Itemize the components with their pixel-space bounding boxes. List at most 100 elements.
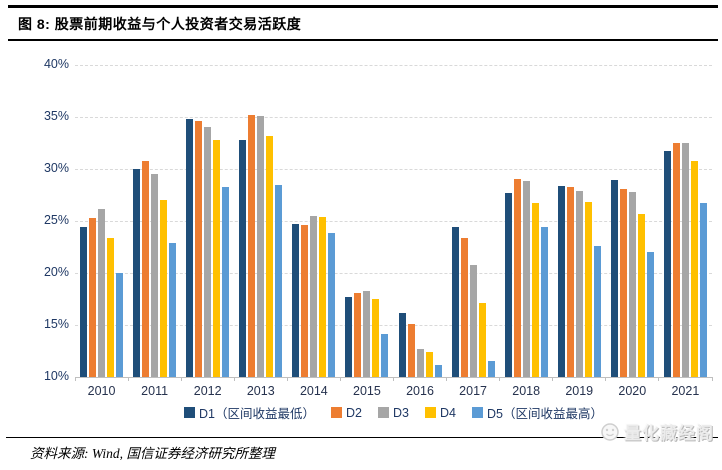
- bar-d2-2011: [142, 160, 150, 377]
- bar-group-2013: [234, 65, 287, 377]
- legend-item: D3: [378, 406, 409, 420]
- legend-label: D5（区间收益最高）: [486, 407, 603, 421]
- x-axis-tick: [339, 377, 341, 381]
- x-tick-label: 2017: [459, 384, 487, 398]
- bar-group-2010: [75, 65, 128, 377]
- bar-d5-2018: [540, 227, 548, 377]
- x-tick-label: 2011: [141, 384, 169, 398]
- bar-d5-2017: [487, 361, 495, 377]
- y-tick-label: 25%: [43, 213, 69, 227]
- legend-swatch: [331, 407, 343, 418]
- x-tick-label: 2020: [618, 384, 647, 398]
- bar-d2-2015: [354, 292, 362, 377]
- x-tick-label: 2019: [565, 384, 594, 398]
- bar-d5-2015: [381, 334, 389, 377]
- bar-d2-2021: [672, 143, 680, 377]
- y-tick-label: 20%: [43, 265, 69, 279]
- legend-item: D4: [424, 405, 456, 420]
- bar-d1-2020: [610, 180, 618, 377]
- bar-d3-2016: [416, 348, 424, 377]
- bar-d1-2015: [345, 296, 353, 377]
- x-axis-tick: [286, 377, 288, 381]
- bar-d1-2010: [80, 227, 88, 377]
- gridline: [75, 169, 712, 170]
- x-tick-label: 2012: [193, 384, 222, 398]
- bar-group-2018: [500, 65, 553, 377]
- x-axis-tick: [499, 377, 501, 381]
- y-tick-label: 35%: [43, 109, 69, 123]
- legend-item: D1（区间收益最低）: [184, 403, 315, 422]
- watermark-logo-icon: [601, 422, 619, 441]
- x-tick-label: 2016: [406, 384, 434, 398]
- bar-group-2017: [447, 65, 500, 377]
- bar-d1-2014: [292, 224, 300, 377]
- bar-d1-2019: [557, 185, 565, 377]
- x-axis-tick: [180, 377, 182, 381]
- bar-d1-2011: [133, 169, 141, 377]
- x-tick-label: 2014: [299, 384, 328, 398]
- bar-d2-2012: [195, 121, 203, 377]
- figure-title: 图 8: 股票前期收益与个人投资者交易活跃度: [18, 16, 302, 32]
- bar-group-2014: [287, 65, 340, 377]
- gridline: [75, 273, 712, 274]
- bar-d3-2021: [681, 143, 689, 377]
- bar-d3-2013: [257, 115, 265, 377]
- legend-swatch: [184, 407, 196, 418]
- bar-d4-2019: [584, 202, 592, 377]
- x-axis-tick: [658, 377, 660, 381]
- bar-d1-2012: [186, 119, 194, 377]
- bar-d4-2017: [478, 303, 486, 377]
- x-axis-tick: [74, 377, 76, 381]
- bar-d4-2016: [425, 352, 433, 377]
- legend-label: D4: [439, 405, 456, 420]
- bar-d4-2012: [213, 139, 221, 377]
- x-tick-label: 2010: [87, 384, 116, 398]
- bar-d4-2010: [107, 237, 115, 377]
- x-axis-tick: [127, 377, 129, 381]
- y-tick-label: 40%: [43, 57, 69, 71]
- footer-divider: [6, 437, 718, 438]
- bar-group-2016: [393, 65, 446, 377]
- legend-label: D2: [346, 405, 362, 420]
- gridline: [75, 117, 712, 118]
- x-axis-tick: [446, 377, 448, 381]
- x-tick-label: 2021: [671, 384, 700, 398]
- bar-group-2020: [606, 65, 659, 377]
- legend-swatch: [424, 407, 436, 418]
- legend-item: D5（区间收益最高）: [471, 403, 603, 422]
- bar-d1-2013: [239, 139, 247, 377]
- bar-d5-2019: [593, 245, 601, 377]
- bar-d5-2020: [646, 252, 654, 377]
- bar-d4-2014: [319, 216, 327, 377]
- bar-d2-2018: [513, 179, 521, 377]
- bar-d5-2010: [116, 273, 124, 377]
- bar-d3-2019: [575, 190, 583, 377]
- bar-d5-2016: [434, 364, 442, 377]
- bar-d3-2010: [98, 208, 106, 377]
- bar-d4-2020: [637, 213, 645, 377]
- x-axis-tick: [393, 377, 394, 381]
- bar-chart: 40% 35% 30% 25% 20% 15% 10% 2010 2011 2012 2013 20…: [44, 57, 713, 422]
- bar-d5-2012: [222, 186, 230, 377]
- bar-d4-2021: [690, 160, 698, 377]
- x-axis-tick: [552, 377, 554, 381]
- y-tick-label: 15%: [43, 317, 69, 331]
- x-axis-labels: 2010 2011 2012 2013 2014 2015 2016 2017 2018 2019…: [75, 384, 712, 398]
- bar-d5-2014: [328, 233, 336, 377]
- bar-d1-2016: [398, 312, 406, 377]
- x-axis-tick: [233, 377, 235, 381]
- bar-d1-2021: [663, 151, 671, 377]
- bar-group-2015: [340, 65, 393, 377]
- bar-d3-2018: [522, 181, 530, 377]
- bar-group-2019: [553, 65, 606, 377]
- legend-item: D2: [331, 406, 362, 420]
- figure-title-block: 图 8: 股票前期收益与个人投资者交易活跃度: [8, 5, 718, 41]
- bar-d4-2018: [531, 203, 539, 377]
- legend-label: D1（区间收益最低）: [199, 407, 316, 421]
- bar-d4-2013: [266, 135, 274, 377]
- bar-d2-2017: [460, 237, 468, 377]
- bar-d5-2011: [169, 242, 177, 377]
- bar-d3-2011: [151, 174, 159, 377]
- bar-d5-2021: [699, 203, 707, 377]
